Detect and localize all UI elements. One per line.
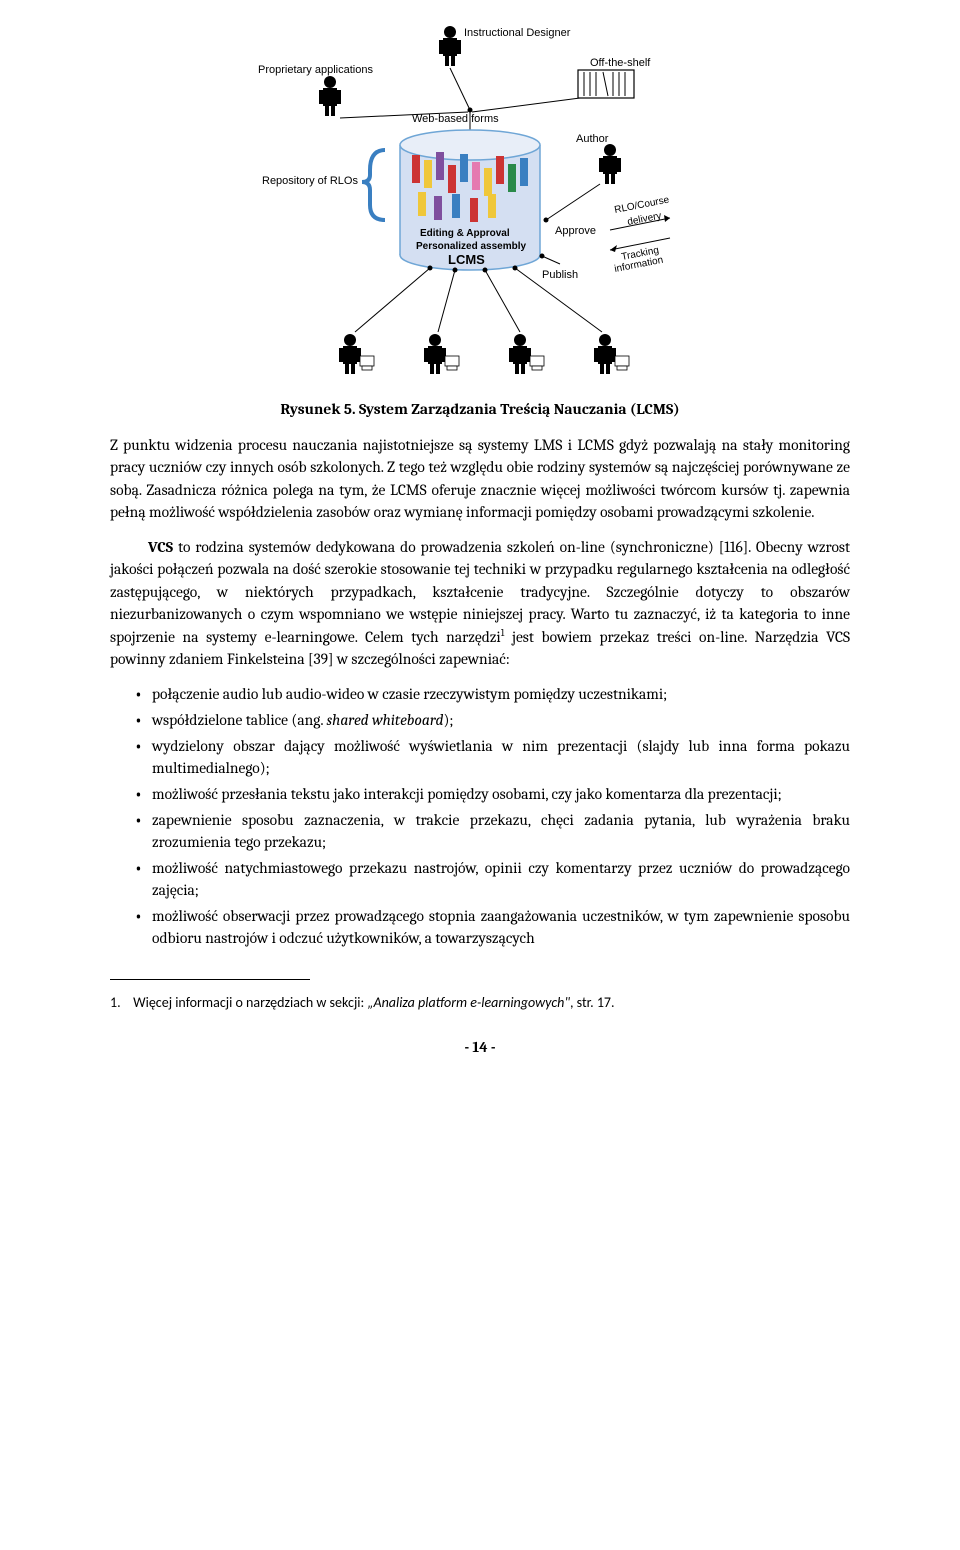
label-personalized-assembly: Personalized assembly — [416, 241, 526, 252]
person-proprietary-icon — [319, 76, 341, 116]
lcms-diagram-svg: Instructional Designer Proprietary appli… — [220, 20, 740, 390]
list-item: możliwość przesłania tekstu jako interak… — [134, 783, 850, 805]
person-bottom-2-icon — [424, 334, 446, 374]
label-approve: Approve — [555, 225, 596, 237]
document-page: Instructional Designer Proprietary appli… — [0, 0, 960, 1111]
paragraph-2: VCS to rodzina systemów dedykowana do pr… — [110, 536, 850, 671]
label-repository: Repository of RLOs — [262, 175, 358, 187]
delivery-arrows-icon: RLO/Course delivery Tracking information — [610, 194, 671, 274]
off-the-shelf-icon — [578, 70, 634, 98]
person-bottom-1-icon — [339, 334, 361, 374]
figure-lcms-diagram: Instructional Designer Proprietary appli… — [110, 20, 850, 394]
list-item: połączenie audio lub audio-wideo w czasi… — [134, 683, 850, 705]
list-item: współdzielone tablice (ang. shared white… — [134, 709, 850, 731]
caption-text: System Zarządzania Treścią Nauczania (LC… — [356, 400, 680, 418]
label-instructional-designer: Instructional Designer — [464, 27, 571, 39]
person-bottom-4-icon — [594, 334, 616, 374]
paragraph-1: Z punktu widzenia procesu nauczania naji… — [110, 434, 850, 524]
repository-brace-icon — [362, 150, 385, 220]
svg-text:RLO/Course: RLO/Course — [613, 194, 670, 215]
list-item: wydzielony obszar dający możliwość wyświ… — [134, 735, 850, 779]
list-item: możliwość natychmiastowego przekazu nast… — [134, 857, 850, 901]
vcs-term: VCS — [148, 538, 173, 556]
footnote-text-plain: Więcej informacji o narzędziach w sekcji… — [133, 994, 367, 1011]
label-author: Author — [576, 133, 609, 145]
person-author-icon — [599, 144, 621, 184]
footnote-1: 1. Więcej informacji o narzędziach w sek… — [110, 994, 850, 1012]
footnote-text-tail: , str. 17. — [570, 994, 615, 1011]
label-off-the-shelf: Off-the-shelf — [590, 57, 651, 69]
list-item: możliwość obserwacji przez prowadzącego … — [134, 905, 850, 949]
footnote-text-italic: „Analiza platform e-learningowych" — [367, 994, 570, 1011]
label-proprietary: Proprietary applications — [258, 64, 373, 76]
person-bottom-3-icon — [509, 334, 531, 374]
computer-icons — [360, 356, 629, 370]
bullet-list: połączenie audio lub audio-wideo w czasi… — [110, 683, 850, 949]
label-editing-approval: Editing & Approval — [420, 228, 510, 239]
page-number: - 14 - — [110, 1038, 850, 1056]
label-lcms: LCMS — [448, 252, 485, 267]
footnote-separator — [110, 979, 310, 980]
list-item: zapewnienie sposobu zaznaczenia, w trakc… — [134, 809, 850, 853]
caption-prefix: Rysunek 5. — [280, 400, 355, 418]
label-web-based-forms: Web-based forms — [412, 113, 499, 125]
label-publish: Publish — [542, 269, 578, 281]
person-instructional-designer-icon — [439, 26, 461, 66]
figure-caption: Rysunek 5. System Zarządzania Treścią Na… — [110, 400, 850, 418]
footnote-number: 1. — [110, 994, 130, 1012]
